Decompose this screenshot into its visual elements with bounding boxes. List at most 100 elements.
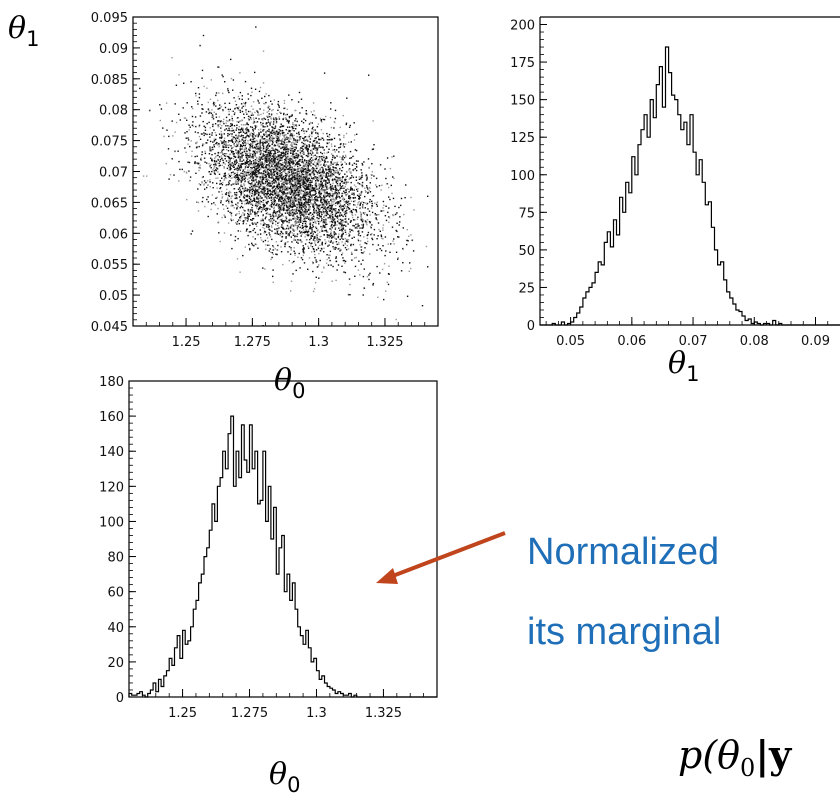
scatter-point xyxy=(372,282,375,285)
scatter-point xyxy=(303,252,305,254)
scatter-point xyxy=(328,139,331,141)
scatter-point xyxy=(253,169,255,171)
scatter-point xyxy=(310,251,313,253)
scatter-point xyxy=(330,189,332,191)
scatter-point xyxy=(237,174,239,176)
scatter-point xyxy=(291,262,293,264)
scatter-point xyxy=(287,165,289,167)
scatter-point xyxy=(317,133,319,136)
scatter-point xyxy=(306,187,309,189)
scatter-point xyxy=(221,193,224,196)
scatter-point xyxy=(314,203,316,205)
scatter-point xyxy=(308,234,310,236)
scatter-point xyxy=(272,186,275,188)
scatter-point xyxy=(344,237,346,240)
scatter-point xyxy=(326,223,328,226)
scatter-point xyxy=(279,188,281,190)
scatter-point xyxy=(318,161,320,163)
scatter-point xyxy=(369,201,371,203)
scatter-point xyxy=(294,221,296,223)
scatter-point xyxy=(246,161,248,163)
scatter-point xyxy=(315,209,317,212)
scatter-point xyxy=(326,145,328,148)
scatter-point xyxy=(323,225,325,227)
scatter-point xyxy=(333,219,335,221)
scatter-point xyxy=(289,218,291,220)
scatter-point xyxy=(279,158,281,160)
scatter-point xyxy=(300,193,302,195)
scatter-point xyxy=(204,150,206,153)
scatter-point xyxy=(269,234,271,236)
scatter-point xyxy=(222,161,225,164)
scatter-point xyxy=(339,212,341,214)
scatter-point xyxy=(308,204,310,206)
scatter-point xyxy=(244,187,247,189)
scatter-point xyxy=(265,226,268,228)
scatter-point xyxy=(194,161,196,163)
scatter-point xyxy=(253,134,255,136)
scatter-point xyxy=(393,177,395,180)
scatter-point xyxy=(298,171,301,173)
scatter-point xyxy=(277,216,279,218)
scatter-point xyxy=(291,224,293,227)
scatter-point xyxy=(341,163,343,165)
scatter-point xyxy=(250,161,253,163)
scatter-point xyxy=(288,158,290,161)
scatter-point xyxy=(228,140,230,142)
scatter-point xyxy=(322,221,324,224)
scatter-point xyxy=(217,108,219,110)
scatter-point xyxy=(263,141,266,144)
scatter-point xyxy=(235,104,238,106)
scatter-point xyxy=(312,203,314,205)
scatter-point xyxy=(257,163,260,165)
scatter-point xyxy=(305,110,307,112)
scatter-point xyxy=(339,238,341,241)
scatter-point xyxy=(234,192,236,194)
scatter-point xyxy=(252,114,254,116)
scatter-point xyxy=(335,256,337,258)
scatter-point xyxy=(319,161,321,163)
scatter-point xyxy=(295,128,297,130)
scatter-point xyxy=(171,57,173,59)
scatter-point xyxy=(212,187,214,189)
scatter-point xyxy=(209,111,211,114)
scatter-point xyxy=(329,196,331,199)
scatter-point xyxy=(235,134,237,136)
scatter-point xyxy=(215,162,217,164)
scatter-point xyxy=(350,141,352,143)
scatter-point xyxy=(341,198,344,200)
scatter-point xyxy=(284,216,287,218)
scatter-point xyxy=(278,137,280,139)
scatter-point xyxy=(219,180,221,182)
scatter-point xyxy=(264,170,266,172)
scatter-point xyxy=(178,113,180,115)
scatter-point xyxy=(317,162,320,164)
scatter-point xyxy=(283,141,285,143)
scatter-point xyxy=(299,206,301,208)
scatter-point xyxy=(358,260,360,262)
scatter-point xyxy=(300,208,303,210)
scatter-point xyxy=(335,260,337,263)
scatter-point xyxy=(270,150,273,152)
scatter-point xyxy=(233,188,235,190)
scatter-point xyxy=(282,152,284,155)
scatter-point xyxy=(299,219,302,221)
scatter-point xyxy=(290,247,292,249)
scatter-points xyxy=(139,26,429,327)
scatter-point xyxy=(313,146,316,148)
scatter-point xyxy=(230,177,232,179)
scatter-point xyxy=(207,184,209,186)
scatter-point xyxy=(252,101,255,103)
scatter-point xyxy=(275,223,277,226)
scatter-point xyxy=(159,104,161,106)
scatter-point xyxy=(257,182,260,184)
scatter-point xyxy=(246,195,248,198)
scatter-point xyxy=(315,226,317,228)
scatter-point xyxy=(313,187,315,189)
scatter-point xyxy=(202,143,205,145)
scatter-point xyxy=(265,187,267,190)
scatter-point xyxy=(329,187,332,189)
scatter-point xyxy=(406,239,408,242)
scatter-point xyxy=(257,112,259,114)
scatter-point xyxy=(283,189,286,191)
